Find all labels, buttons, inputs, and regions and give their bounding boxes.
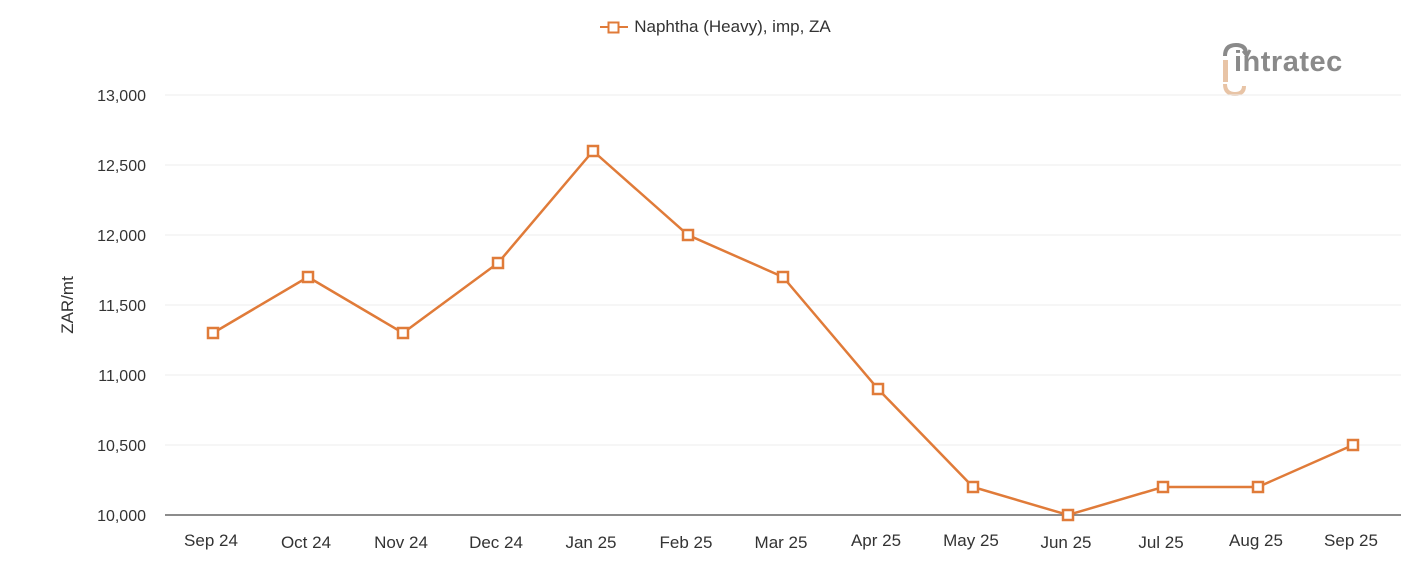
x-tick-label: Sep 25 [1324, 531, 1378, 550]
data-point-marker[interactable] [1156, 480, 1170, 494]
x-tick-label: Oct 24 [281, 533, 331, 552]
legend-label: Naphtha (Heavy), imp, ZA [634, 17, 831, 36]
y-tick-label: 11,000 [98, 368, 146, 385]
data-point-marker[interactable] [301, 270, 315, 284]
logo-text: intratec [1234, 46, 1343, 78]
y-axis-label: ZAR/mt [58, 276, 77, 334]
data-point-marker[interactable] [776, 270, 790, 284]
legend-item[interactable]: Naphtha (Heavy), imp, ZA [600, 17, 831, 37]
x-tick-label: Apr 25 [851, 531, 901, 550]
data-point-marker[interactable] [871, 382, 885, 396]
x-tick-label: Sep 24 [184, 531, 238, 550]
y-tick-label: 13,000 [97, 88, 146, 105]
y-tick-label: 12,500 [97, 158, 146, 175]
data-point-marker[interactable] [681, 228, 695, 242]
x-tick-label: Jul 25 [1138, 533, 1183, 552]
data-point-marker[interactable] [966, 480, 980, 494]
logo-mark-icon [1223, 42, 1252, 96]
x-axis-ticks: Sep 24 Oct 24 Nov 24 Dec 24 Jan 25 Feb 25 Mar … [184, 531, 1378, 552]
legend-marker-icon [600, 21, 629, 34]
y-tick-label: 10,500 [97, 438, 146, 455]
x-tick-label: Mar 25 [755, 533, 808, 552]
x-tick-label: Jun 25 [1040, 533, 1091, 552]
data-point-marker[interactable] [1346, 438, 1360, 452]
data-point-marker[interactable] [1251, 480, 1265, 494]
x-tick-label: Aug 25 [1229, 531, 1283, 550]
x-tick-label: May 25 [943, 531, 999, 550]
y-tick-label: 10,000 [97, 508, 146, 525]
data-point-marker[interactable] [491, 256, 505, 270]
grid-lines [165, 94, 1401, 446]
data-point-marker[interactable] [396, 326, 410, 340]
data-point-marker[interactable] [206, 326, 220, 340]
y-axis-ticks: 10,000 10,500 11,000 11,500 12,000 12,500 13,0… [97, 88, 146, 525]
y-tick-label: 12,000 [97, 228, 146, 245]
x-tick-label: Nov 24 [374, 533, 428, 552]
series-markers [206, 144, 1360, 522]
intratec-logo: intratec [1220, 42, 1370, 96]
x-tick-label: Dec 24 [469, 533, 523, 552]
x-tick-label: Jan 25 [565, 533, 616, 552]
series-line [212, 149, 1354, 517]
chart-legend: Naphtha (Heavy), imp, ZA [0, 17, 1401, 39]
data-point-marker[interactable] [1061, 508, 1075, 522]
data-point-marker[interactable] [586, 144, 600, 158]
y-tick-label: 11,500 [98, 298, 146, 315]
x-tick-label: Feb 25 [660, 533, 713, 552]
